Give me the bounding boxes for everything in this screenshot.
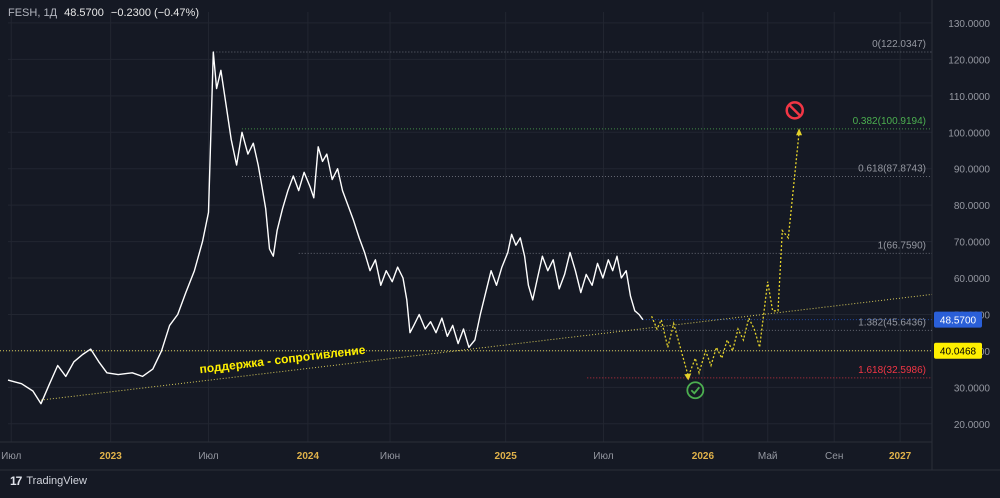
check-circle-ring [686,381,705,400]
fib-level-label: 1.382(45.6436) [858,317,926,328]
last-price: 48.5700 [64,7,104,19]
forecast-dip-arrowhead [684,373,692,381]
y-tick-label: 120.0000 [948,55,990,66]
x-tick-label: 2025 [495,451,518,462]
fib-level-label: 1.618(32.5986) [858,365,926,376]
y-tick-label: 130.0000 [948,19,990,30]
price-change: −0.2300 (−0.47%) [110,7,199,19]
x-tick-label: Июн [380,451,400,462]
x-tick-label: Май [758,451,778,462]
support-price-tag [934,342,982,359]
fib-level-label: 0.618(87.8743) [858,163,926,174]
y-tick-label: 110.0000 [949,92,990,103]
no-entry-icon[interactable] [785,101,805,120]
y-tick-label: 90.0000 [954,165,991,176]
check-circle-icon[interactable] [686,381,705,400]
forecast-path [651,132,800,379]
x-tick-label: Сен [825,451,843,462]
support-resistance-line [40,293,933,401]
y-tick-label: 20.0000 [954,420,991,431]
check-mark [690,386,701,395]
symbol-label[interactable]: FESH, 1Д [8,7,58,19]
x-tick-label: Июл [198,451,218,462]
y-tick-label: 30.0000 [954,383,991,394]
fib-level-label: 0(122.0347) [872,39,926,50]
y-tick-label: 100.0000 [948,128,990,139]
no-entry-ring [785,101,805,120]
no-entry-slash [788,104,801,117]
x-tick-label: 2026 [692,451,715,462]
x-tick-label: 2024 [297,451,320,462]
price-series-line [7,51,644,405]
x-tick-label: Июл [1,451,21,462]
current-price-text: 48.5700 [940,316,977,327]
x-tick-label: Июл [593,451,613,462]
x-tick-label: 2027 [889,451,912,462]
chart-header: FESH, 1Д 48.5700 −0.2300 (−0.47%) [8,7,199,19]
current-price-tag [934,311,982,328]
forecast-arrowhead [796,128,803,136]
y-tick-label: 80.0000 [954,201,991,212]
y-tick-label: 60.0000 [954,274,991,285]
x-tick-label: 2023 [100,451,123,462]
tradingview-brand[interactable]: 17 TradingView [10,474,87,488]
brand-name: TradingView [26,475,87,487]
fib-level-label: 1(66.7590) [878,240,926,251]
tradingview-logo-icon: 17 [10,474,22,488]
support-price-text: 40.0468 [940,347,977,358]
y-tick-label: 70.0000 [954,238,991,249]
fib-level-label: 0.382(100.9194) [853,116,926,127]
